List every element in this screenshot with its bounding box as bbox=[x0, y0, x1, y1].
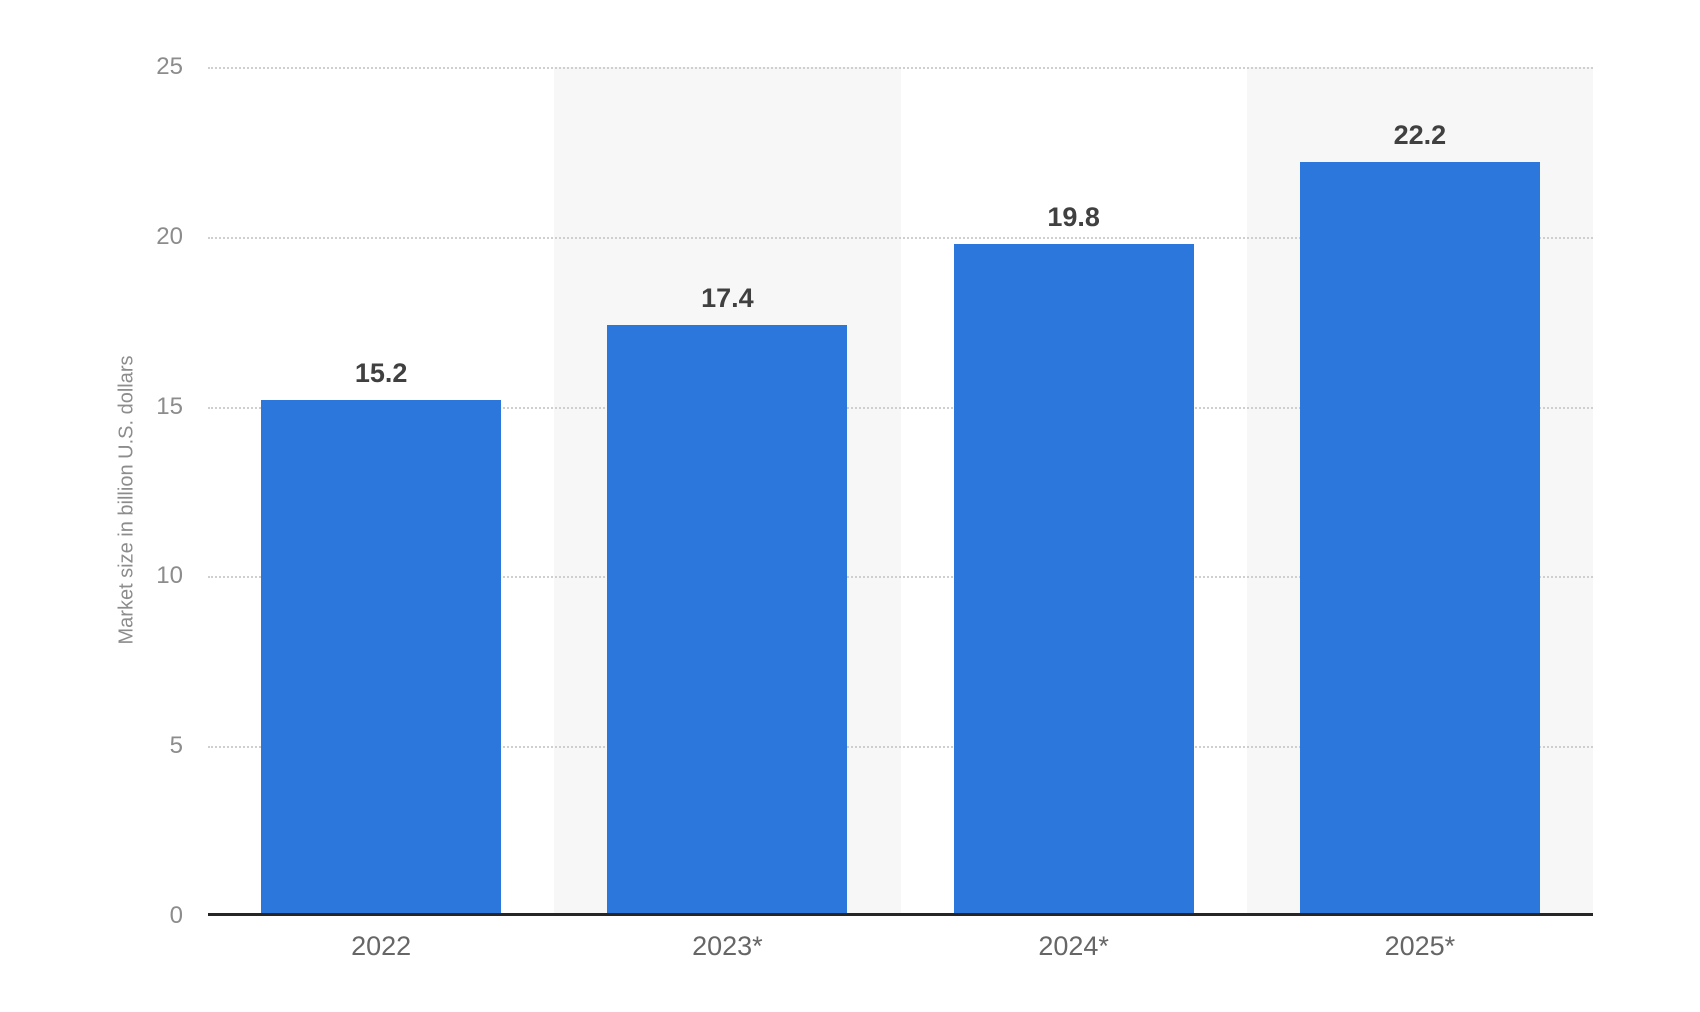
x-axis-line bbox=[208, 913, 1593, 916]
bar-2022[interactable] bbox=[261, 399, 502, 916]
x-tick-label: 2023* bbox=[692, 931, 763, 961]
gridline bbox=[208, 236, 1593, 239]
x-tick-label: 2022 bbox=[351, 931, 412, 961]
bar-value-label: 22.2 bbox=[1393, 120, 1447, 151]
bar-2024[interactable] bbox=[953, 243, 1194, 916]
gridline bbox=[208, 576, 1593, 579]
x-tick-label: 2025* bbox=[1384, 931, 1456, 961]
y-tick-label: 10 bbox=[156, 562, 183, 590]
y-tick-label: 20 bbox=[156, 222, 183, 250]
bar-value-label: 19.8 bbox=[1047, 201, 1100, 232]
gridline bbox=[208, 746, 1593, 749]
y-tick-label: 0 bbox=[169, 902, 183, 929]
bar-2025[interactable] bbox=[1299, 162, 1540, 916]
bar-value-label: 17.4 bbox=[701, 283, 754, 314]
bar-value-label: 15.2 bbox=[354, 357, 408, 388]
gridline bbox=[208, 67, 1593, 69]
x-tick-label: 2024* bbox=[1038, 931, 1109, 961]
y-tick-label: 5 bbox=[169, 732, 183, 760]
gridline bbox=[208, 406, 1593, 409]
y-tick-label: 25 bbox=[156, 53, 183, 80]
y-tick-label: 15 bbox=[156, 392, 183, 420]
bar-2023[interactable] bbox=[607, 325, 848, 916]
plot-area: 15.2 17.4 19.8 22.2 bbox=[208, 67, 1593, 916]
